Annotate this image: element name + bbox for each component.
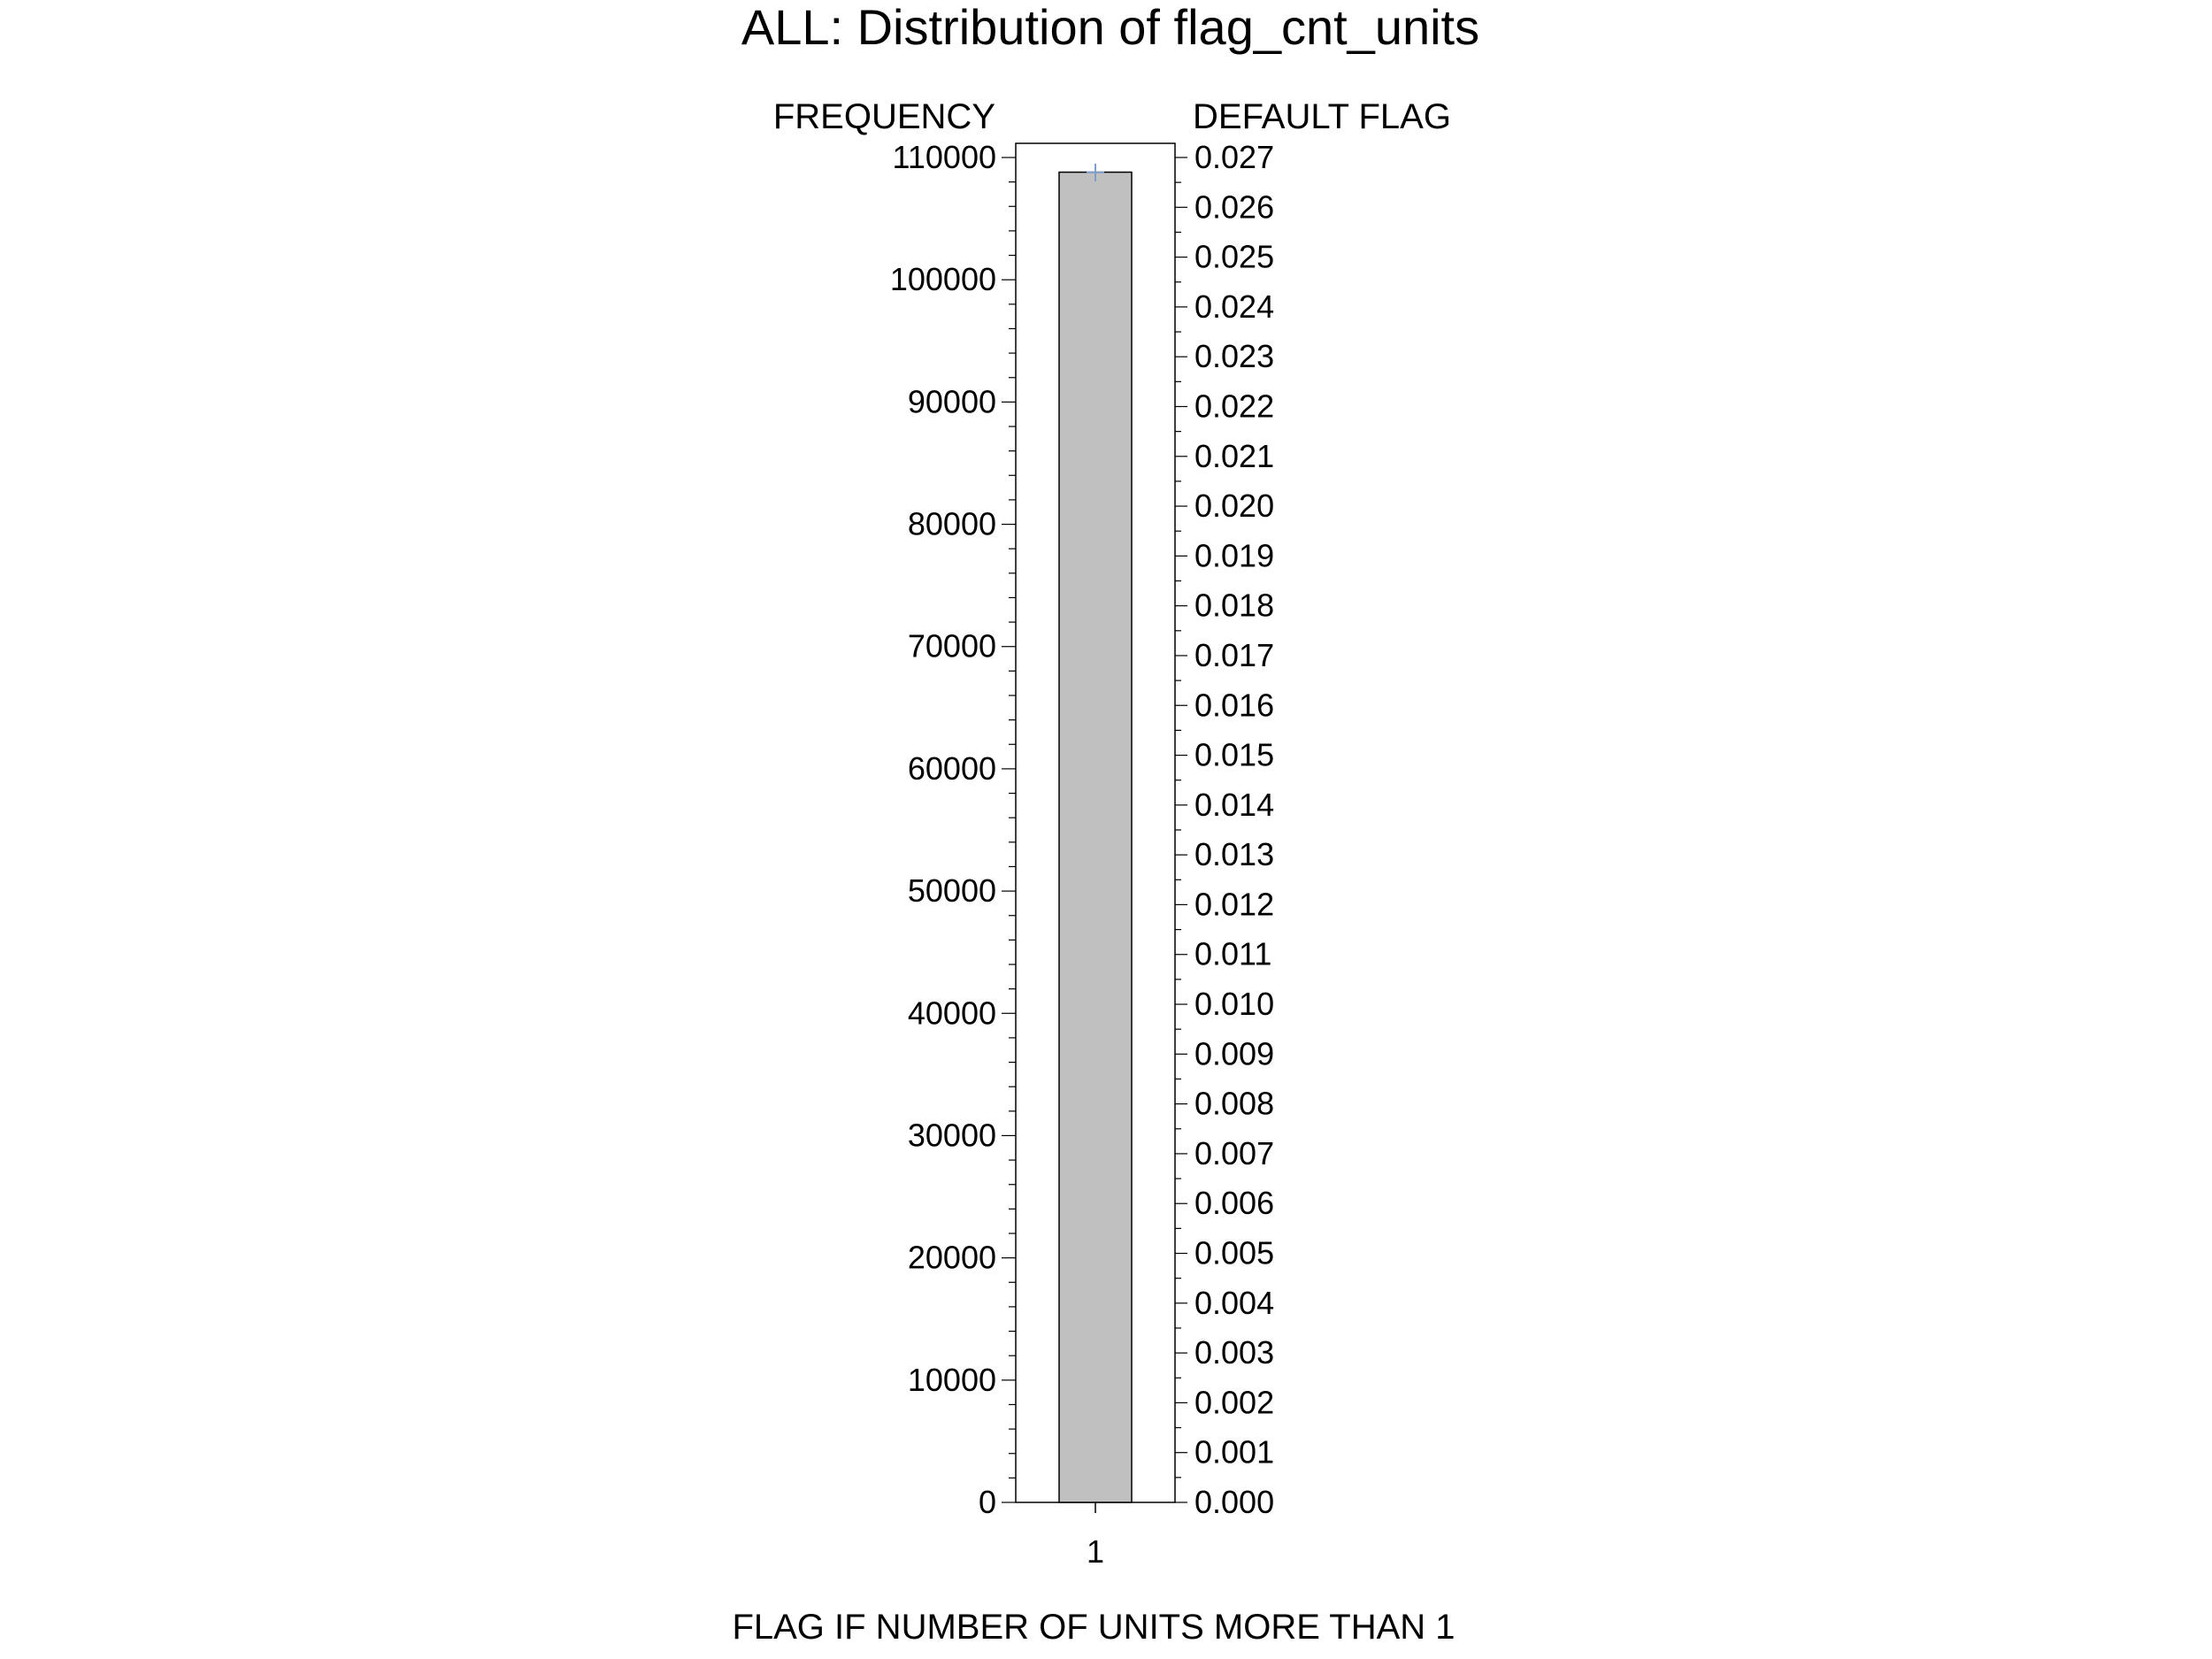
y-tick-label: 70000 [908,628,996,664]
y2-tick-label: 0.002 [1194,1384,1274,1420]
y-tick-label: 20000 [908,1240,996,1276]
y2-tick-label: 0.014 [1194,787,1274,823]
y2-tick-label: 0.006 [1194,1185,1274,1221]
x-axis-label: FLAG IF NUMBER OF UNITS MORE THAN 1 [732,1608,1455,1647]
y2-tick-label: 0.009 [1194,1035,1274,1071]
x-axis-ticks: 1 [1087,1502,1104,1570]
y2-tick-label: 0.018 [1194,588,1274,624]
y2-axis-label: DEFAULT FLAG [1193,97,1451,136]
y-tick-label: 30000 [908,1117,996,1153]
bars [1058,171,1133,1503]
y-tick-label: 110000 [893,139,996,175]
y2-tick-label: 0.011 [1194,936,1271,972]
y2-tick-label: 0.003 [1194,1334,1274,1371]
y2-tick-label: 0.022 [1194,388,1274,424]
y2-tick-label: 0.020 [1194,488,1274,524]
y-tick-label: 40000 [908,995,996,1031]
y-tick-label: 50000 [908,872,996,909]
y2-tick-label: 0.019 [1194,537,1274,573]
left-axis: 0 10000 20000 30000 40000 50000 60000 70000 8000… [890,139,1016,1520]
chart-title: ALL: Distribution of flag_cnt_units [741,0,1479,55]
bar [1058,171,1133,1503]
y2-tick-label: 0.005 [1194,1235,1274,1271]
y2-tick-label: 0.023 [1194,338,1274,374]
y2-tick-label: 0.015 [1194,737,1274,773]
y-tick-label: 0 [979,1484,996,1520]
y2-tick-label: 0.010 [1194,986,1274,1022]
y2-tick-label: 0.016 [1194,687,1274,723]
y2-tick-label: 0.025 [1194,239,1274,275]
y2-tick-label: 0.013 [1194,836,1274,872]
y2-tick-label: 0.024 [1194,288,1274,325]
y2-tick-label: 0.027 [1194,139,1274,175]
y-tick-label: 80000 [908,506,996,542]
right-axis: 0.000 0.001 0.002 0.003 0.004 0.005 0.006 0.007… [1175,139,1274,1520]
y2-tick-label: 0.001 [1194,1434,1274,1471]
y2-tick-label: 0.026 [1194,188,1274,225]
y-axis-label: FREQUENCY [773,97,995,136]
y2-tick-label: 0.000 [1194,1484,1274,1520]
y2-tick-label: 0.007 [1194,1135,1274,1171]
y2-tick-label: 0.012 [1194,886,1274,922]
y-tick-label: 10000 [908,1362,996,1398]
y-tick-label: 100000 [890,261,996,297]
y-tick-label: 60000 [908,750,996,787]
y-tick-label: 90000 [908,383,996,419]
y2-tick-label: 0.008 [1194,1086,1274,1122]
y2-tick-label: 0.017 [1194,637,1274,673]
y2-tick-label: 0.004 [1194,1285,1274,1321]
rate-marks [1087,163,1104,181]
x-tick-label: 1 [1087,1533,1104,1570]
y2-tick-label: 0.021 [1194,438,1274,474]
